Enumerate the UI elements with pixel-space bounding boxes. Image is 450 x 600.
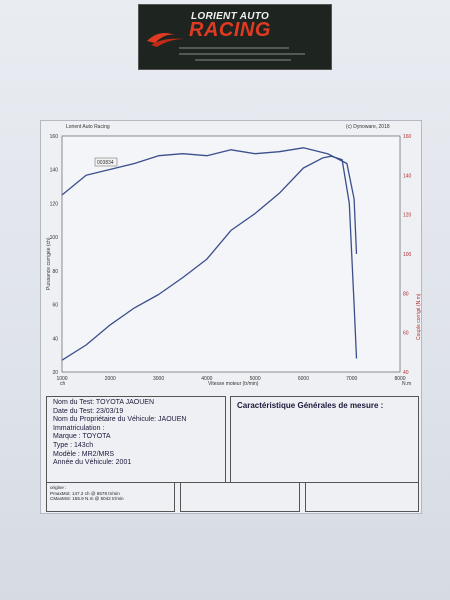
test-date: Date du Test: 23/03/19 (53, 407, 124, 415)
chart-header-right: (c) Dynoware, 2018 (346, 124, 390, 130)
x-tick-label: 8000 (394, 376, 405, 382)
left-tick-label: 20 (52, 370, 58, 376)
left-tick-label: 80 (52, 269, 58, 275)
empty-box-right (305, 482, 419, 512)
x-tick-label: 4000 (201, 376, 212, 382)
make: Marque : TOYOTA (53, 433, 111, 441)
left-tick-label: 100 (50, 235, 59, 241)
right-ticks: 40 60 80 100 120 140 160 (403, 134, 412, 376)
left-tick-label: 40 (52, 336, 58, 342)
series-lines (61, 147, 358, 361)
right-tick-label: 40 (403, 370, 409, 376)
measure-characteristics-box: Caractéristique Générales de mesure : (230, 396, 419, 483)
logo-brand-text: LORIENT AUTO (191, 11, 270, 22)
torque-curve (61, 147, 358, 255)
x-unit-left: ch (60, 381, 66, 387)
right-tick-label: 120 (403, 213, 412, 219)
chart-header-left: Lorient Auto Racing (66, 124, 110, 130)
right-tick-label: 80 (403, 291, 409, 297)
left-tick-label: 140 (50, 168, 59, 174)
swoosh-icon (147, 33, 185, 47)
y-axis-label-right: Couple corrigé (N.m) (416, 293, 422, 340)
right-tick-label: 60 (403, 331, 409, 337)
x-tick-label: 2000 (105, 376, 116, 382)
type: Type : 143ch (53, 441, 94, 449)
x-axis-label: Vitesse moteur (tr/min) (208, 381, 259, 387)
max-power: PmaxMot: 147.2 ch @ 6578 tr/min (50, 490, 120, 496)
right-tick-label: 140 (403, 173, 412, 179)
x-tick-label: 1000 (56, 376, 67, 382)
y-axis-label-left: Puissance corrigée (ch) (46, 237, 52, 290)
lorient-auto-racing-logo: LORIENT AUTO RACING (138, 4, 332, 70)
left-tick-label: 120 (50, 201, 59, 207)
chart-axes (61, 135, 401, 373)
x-ticks: 1000 2000 3000 4000 5000 6000 7000 8000 (56, 376, 405, 382)
owner-name: Nom du Propriétaire du Véhicule: JAOUEN (53, 416, 187, 424)
test-info-box: Nom du Test: TOYOTA JAOUEN Date du Test:… (46, 396, 226, 483)
vehicle-year: Année du Véhicule: 2001 (53, 459, 132, 467)
x-unit-right: N.m (402, 381, 411, 387)
empty-box-middle (180, 482, 300, 512)
x-tick-label: 5000 (250, 376, 261, 382)
logo-address-line (179, 53, 305, 55)
right-tick-label: 100 (403, 252, 412, 258)
power-curve (61, 155, 358, 361)
right-tick-label: 160 (403, 134, 412, 140)
legend-box-label: 003834 (97, 160, 114, 166)
logo-racing-text: RACING (189, 19, 271, 41)
x-tick-label: 3000 (153, 376, 164, 382)
left-tick-label: 60 (52, 303, 58, 309)
x-tick-label: 6000 (298, 376, 309, 382)
model: Modèle : MR2/MRS (53, 450, 115, 458)
max-torque: CMaxMot: 155.9 N.m @ 5042 tr/min (50, 496, 124, 502)
left-ticks: 20 40 60 80 100 120 140 160 (50, 134, 59, 376)
legend-box (94, 157, 118, 167)
left-tick-label: 160 (50, 134, 59, 140)
test-name: Nom du Test: TOYOTA JAOUEN (53, 399, 155, 406)
x-tick-label: 7000 (346, 376, 357, 382)
origin-box: origine : PmaxMot: 147.2 ch @ 6578 tr/mi… (46, 482, 175, 512)
logo-address-line (195, 59, 291, 61)
origin-label: origine : (50, 485, 67, 490)
logo-address-line (179, 47, 289, 49)
plot-area (61, 135, 401, 373)
registration: Immatriculation : (53, 424, 105, 432)
measure-title: Caractéristique Générales de mesure : (237, 401, 384, 410)
